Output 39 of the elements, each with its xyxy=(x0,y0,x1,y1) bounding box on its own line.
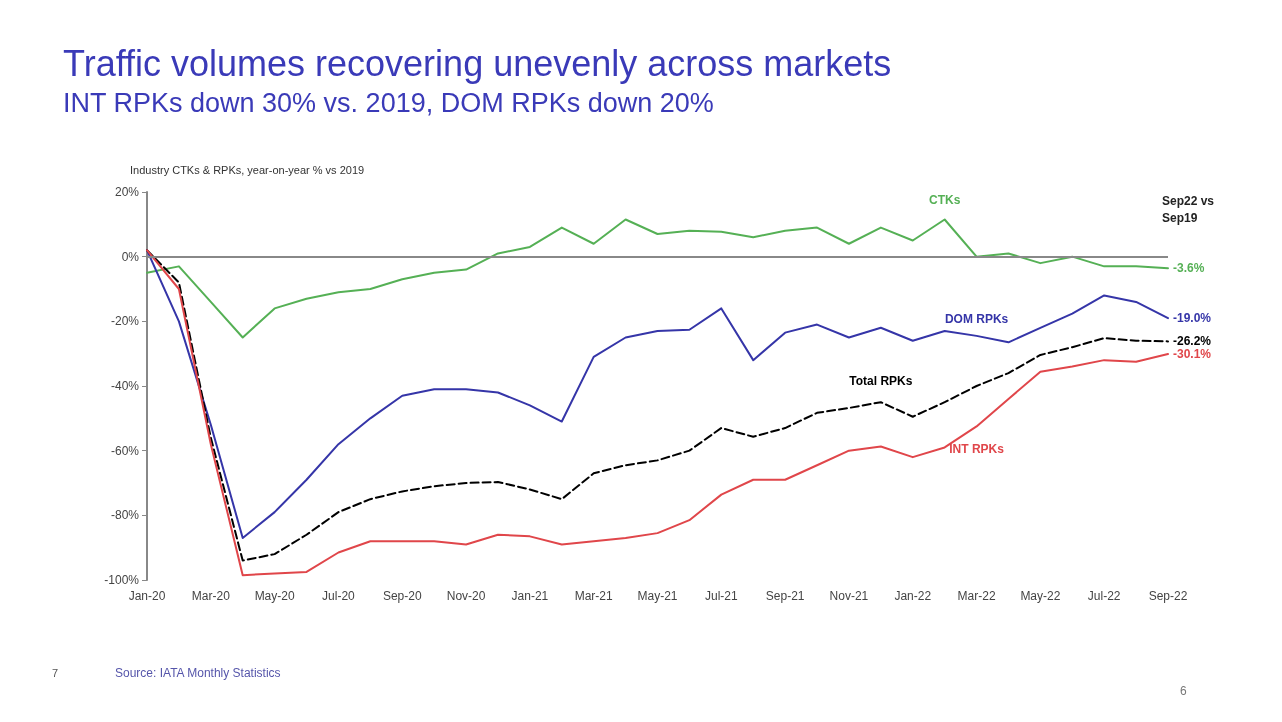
x-tick-label: Jan-20 xyxy=(128,589,166,603)
y-tick-label: -20% xyxy=(110,314,140,329)
source-note: Source: IATA Monthly Statistics xyxy=(115,665,281,680)
series-label: INT RPKs xyxy=(949,442,1005,457)
data-label: -3.6% xyxy=(1173,261,1205,276)
annotation: Sep22 vs Sep19 xyxy=(1162,193,1218,225)
x-tick-label: Jul-20 xyxy=(322,589,356,603)
y-tick-label: 0% xyxy=(121,249,140,264)
x-tick-label: Sep-21 xyxy=(765,589,805,603)
x-tick-label: May-20 xyxy=(254,589,295,603)
chart-title: Traffic volumes recovering unevenly across markets xyxy=(63,42,892,84)
chart-subtitle: INT RPKs down 30% vs. 2019, DOM RPKs down 20% xyxy=(63,87,714,118)
x-tick-label: Nov-20 xyxy=(446,589,486,603)
x-tick-label: Mar-21 xyxy=(574,589,614,603)
data-label: -19.0% xyxy=(1173,311,1212,326)
x-tick-label: Sep-20 xyxy=(382,589,422,603)
y-axis-title: Industry CTKs & RPKs, year-on-year % vs 2019 xyxy=(130,163,365,176)
x-tick-label: Jan-21 xyxy=(511,589,549,603)
x-tick-label: Mar-22 xyxy=(957,589,996,603)
data-label: -30.1% xyxy=(1173,346,1212,361)
x-tick-label: Jan-22 xyxy=(894,589,932,603)
series-label: DOM RPKs xyxy=(944,311,1009,326)
x-tick-label: Sep-22 xyxy=(1148,589,1188,603)
x-tick-label: Mar-20 xyxy=(191,589,231,603)
series-label: Total RPKs xyxy=(849,374,913,389)
y-tick-label: -100% xyxy=(104,573,140,587)
y-tick-label: -80% xyxy=(110,508,140,523)
y-tick-label: -40% xyxy=(110,379,140,393)
x-tick-label: May-21 xyxy=(637,589,678,603)
text: 6 xyxy=(1180,683,1187,698)
x-tick-label: Jul-22 xyxy=(1087,589,1121,603)
data-label: -26.2% xyxy=(1173,334,1212,349)
x-tick-label: Nov-21 xyxy=(829,589,869,603)
text: 7 xyxy=(52,666,59,679)
x-tick-label: Jul-21 xyxy=(704,589,738,603)
y-tick-label: -60% xyxy=(110,443,140,458)
x-tick-label: May-22 xyxy=(1020,589,1061,603)
series-label: CTKs xyxy=(928,193,961,208)
y-tick-label: 20% xyxy=(114,185,140,199)
